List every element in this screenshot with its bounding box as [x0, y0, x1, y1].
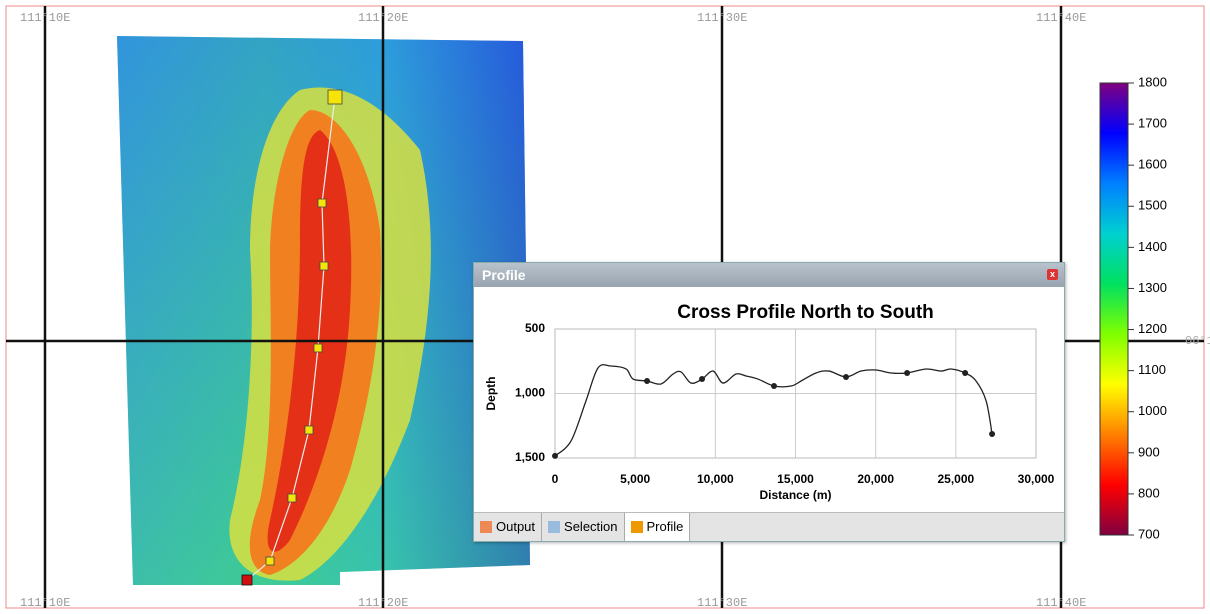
profile-marker: [904, 370, 910, 376]
colorbar-tick-label: 1300: [1138, 280, 1167, 295]
lat-label: 06°10N: [1185, 334, 1210, 348]
tab-icon: [631, 521, 643, 533]
tab-label: Profile: [647, 514, 684, 540]
y-tick-label: 1,500: [515, 450, 545, 464]
lon-label: 111°30E: [697, 11, 747, 25]
track-start: [328, 90, 342, 104]
x-axis-label: Distance (m): [759, 488, 831, 502]
colorbar-tick-label: 1200: [1138, 321, 1167, 336]
profile-chart: Cross Profile North to South 500 1,000 1,50…: [474, 288, 1064, 512]
x-tick-label: 0: [552, 472, 559, 486]
colorbar-tick-label: 700: [1138, 526, 1160, 541]
colorbar-tick-label: 1700: [1138, 116, 1167, 131]
colorbar: 700 800 900 1000 1100 1200 1300 1400 1500 1600 170…: [1100, 74, 1167, 541]
x-tick-label: 20,000: [857, 472, 894, 486]
x-tick-label: 5,000: [620, 472, 650, 486]
track-point: [266, 557, 274, 565]
tab-label: Selection: [564, 514, 617, 540]
lon-label: 111°10E: [20, 596, 70, 610]
chart-title: Cross Profile North to South: [677, 302, 934, 323]
x-tick-label: 10,000: [697, 472, 734, 486]
colorbar-tick-label: 800: [1138, 485, 1160, 500]
lon-label: 111°10E: [20, 11, 70, 25]
tab-icon: [548, 521, 560, 533]
track-end: [242, 575, 252, 585]
track-point: [320, 262, 328, 270]
profile-marker: [989, 431, 995, 437]
x-tick-label: 15,000: [777, 472, 814, 486]
x-tick-label: 30,000: [1018, 472, 1055, 486]
colorbar-tick-label: 1400: [1138, 239, 1167, 254]
close-button[interactable]: x: [1047, 269, 1058, 280]
track-point: [288, 494, 296, 502]
track-point: [318, 199, 326, 207]
profile-window: Profile x Cross Profile North to South 500…: [473, 262, 1065, 542]
track-point: [305, 426, 313, 434]
tab-bar: Output Selection Profile: [474, 512, 1064, 541]
colorbar-tick-label: 900: [1138, 444, 1160, 459]
profile-marker: [843, 374, 849, 380]
profile-line: [555, 365, 992, 456]
lon-label: 111°30E: [697, 596, 747, 610]
title-bar: Profile x: [474, 263, 1064, 287]
tab[interactable]: Selection: [542, 513, 624, 541]
page: {"map": {"lon_labels": ["111°10E", "111°…: [0, 0, 1210, 614]
tab[interactable]: Output: [474, 513, 542, 541]
profile-marker: [644, 378, 650, 384]
tab-label: Output: [496, 514, 535, 540]
lon-label: 111°40E: [1036, 11, 1086, 25]
tab-icon: [480, 521, 492, 533]
profile-marker: [771, 383, 777, 389]
profile-marker: [699, 376, 705, 382]
colorbar-tick-label: 1800: [1138, 74, 1167, 89]
track-point: [314, 344, 322, 352]
y-tick-label: 1,000: [515, 386, 545, 400]
tab[interactable]: Profile: [625, 513, 691, 541]
lon-label: 111°40E: [1036, 596, 1086, 610]
lon-label: 111°20E: [358, 596, 408, 610]
colorbar-tick-label: 1100: [1138, 362, 1166, 377]
profile-marker: [962, 370, 968, 376]
x-tick-label: 25,000: [937, 472, 974, 486]
colorbar-ramp: [1100, 83, 1128, 535]
window-title: Profile: [482, 267, 526, 283]
y-tick-label: 500: [525, 321, 545, 335]
colorbar-tick-label: 1500: [1138, 198, 1167, 213]
lon-label: 111°20E: [358, 11, 408, 25]
y-axis-label: Depth: [484, 377, 498, 411]
profile-marker: [552, 453, 558, 459]
colorbar-tick-label: 1600: [1138, 157, 1167, 172]
colorbar-tick-label: 1000: [1138, 403, 1167, 418]
